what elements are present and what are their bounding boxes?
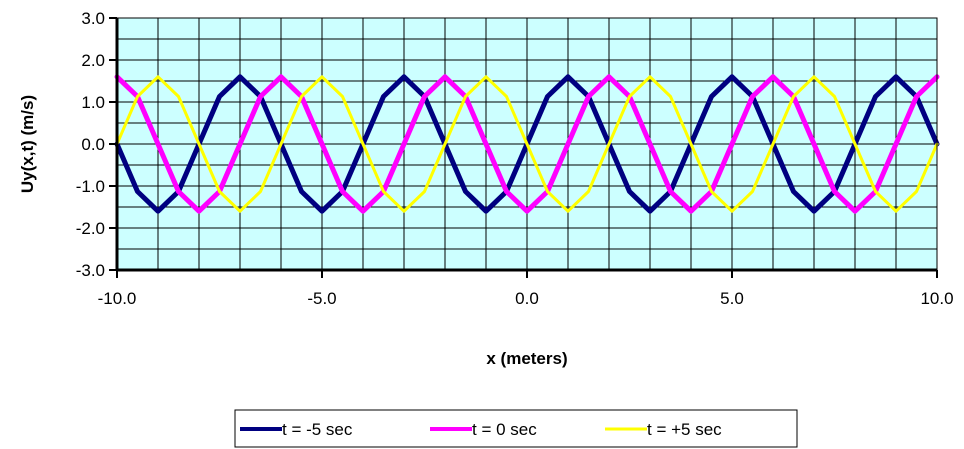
- y-tick-label: 2.0: [81, 51, 105, 70]
- x-tick-labels: -10.0 -5.0 0.0 5.0 10.0: [98, 289, 954, 308]
- y-axis-title: Uy(x,t) (m/s): [18, 95, 37, 193]
- legend-items: t = -5 sec t = 0 sec t = +5 sec: [240, 420, 722, 439]
- x-tick-label: -5.0: [307, 289, 336, 308]
- legend-label: t = -5 sec: [282, 420, 353, 439]
- legend-box: [234, 409, 798, 448]
- legend-label: t = 0 sec: [472, 420, 537, 439]
- x-axis-title: x (meters): [486, 349, 567, 368]
- y-tick-label: 3.0: [81, 9, 105, 28]
- series-line: [115, 75, 939, 213]
- x-tick-label: -10.0: [98, 289, 137, 308]
- y-tick-labels: -3.0 -2.0 -1.0 0.0 1.0 2.0 3.0: [76, 9, 105, 280]
- y-tick-label: -3.0: [76, 261, 105, 280]
- y-tick-label: -1.0: [76, 177, 105, 196]
- axes: [109, 17, 938, 278]
- y-tick-label: -2.0: [76, 219, 105, 238]
- x-tick-label: 0.0: [515, 289, 539, 308]
- x-tick-label: 10.0: [920, 289, 953, 308]
- series-layer: [114, 74, 940, 214]
- y-tick-label: 0.0: [81, 135, 105, 154]
- series-line: [114, 74, 940, 214]
- legend: t = -5 sec t = 0 sec t = +5 sec: [234, 409, 798, 448]
- legend-label: t = +5 sec: [647, 420, 722, 439]
- x-tick-label: 5.0: [720, 289, 744, 308]
- y-tick-label: 1.0: [81, 93, 105, 112]
